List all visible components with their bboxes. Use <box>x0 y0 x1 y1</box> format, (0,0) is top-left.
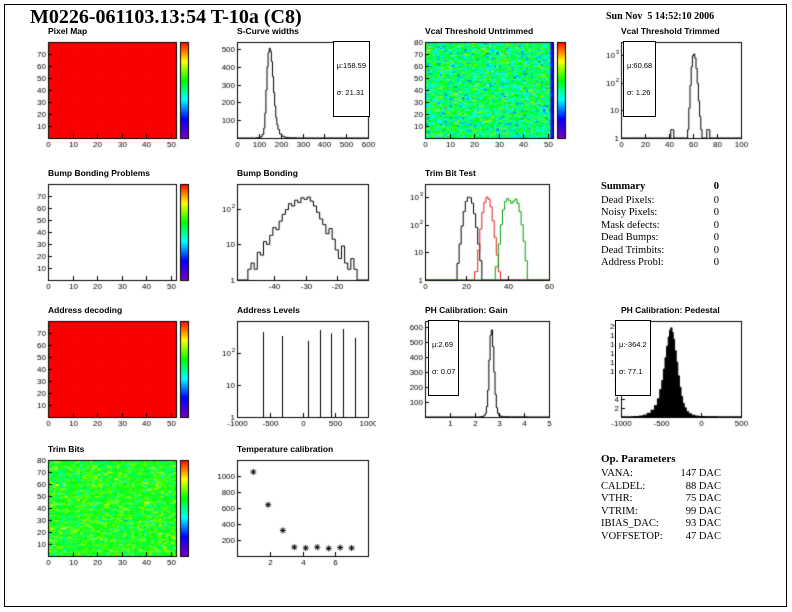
chart-title-address-decoding: Address decoding <box>48 305 123 315</box>
op-parameter-label: VANA: <box>601 468 633 479</box>
op-parameter-row: VOFFSETOP: 47 DAC <box>601 531 721 544</box>
summary-row-label: Dead Pixels: <box>601 194 655 206</box>
summary-row-value: 0 <box>713 244 719 256</box>
bump-bonding-problems-heatmap <box>28 179 196 297</box>
trim-bit-test-histogram <box>405 179 557 297</box>
op-parameters-panel: Op. Parameters VANA: 147 DAC CALDEL: 88 DA… <box>601 452 721 543</box>
stats-box-ph-pedestal: μ:-364.2 σ: 77.1 <box>615 320 651 396</box>
summary-title: Summary <box>601 181 646 192</box>
op-parameters-title: Op. Parameters <box>601 453 676 465</box>
panel-trim-bit-test: Trim Bit Test <box>405 168 557 297</box>
summary-row-value: 0 <box>713 257 719 268</box>
op-parameter-row: VTHR: 75 DAC <box>601 493 721 506</box>
summary-row: Dead Trimbits: 0 <box>601 245 719 258</box>
chart-title-vcal-untrimmed: Vcal Threshold Untrimmed <box>425 26 534 36</box>
summary-row-value: 0 <box>713 219 719 231</box>
stats-box-scurve: μ:158.59 σ: 21.31 <box>332 41 370 117</box>
summary-row: Address Probl: 0 <box>601 257 719 270</box>
stats-sigma: σ: 21.31 <box>336 88 365 97</box>
summary-row-value: 0 <box>713 194 719 206</box>
panel-scurve-widths: S-Curve widths μ:158.59 σ: 21.31 <box>213 26 376 155</box>
summary-panel: Summary 0 Dead Pixels: 0 Noisy Pixels: 0 M… <box>601 181 719 270</box>
chart-title-trim-bits: Trim Bits <box>48 444 85 454</box>
op-parameter-label: CALDEL: <box>601 480 646 492</box>
op-parameter-row: VTRIM: 99 DAC <box>601 506 721 519</box>
stats-mu: μ:158.59 <box>336 61 366 70</box>
chart-title-pixel-map: Pixel Map <box>48 26 88 36</box>
summary-row-value: 0 <box>713 232 719 243</box>
pixel-map-heatmap <box>28 37 196 155</box>
vcal-trimmed-histogram <box>597 37 749 155</box>
summary-row: Dead Pixels: 0 <box>601 195 719 208</box>
stats-sigma: σ: 0.07 <box>432 367 456 376</box>
panel-address-levels: Address Levels <box>213 305 376 434</box>
vcal-untrimmed-heatmap <box>405 37 573 155</box>
panel-vcal-trimmed: Vcal Threshold Trimmed μ:60.68 σ: 1.26 <box>597 26 749 155</box>
chart-title-trim-bit-test: Trim Bit Test <box>425 168 476 178</box>
stats-box-vcal-trimmed: μ:60.68 σ: 1.26 <box>623 41 657 117</box>
summary-row: Noisy Pixels: 0 <box>601 207 719 220</box>
address-levels-histogram <box>213 316 376 434</box>
trim-bits-heatmap <box>28 455 196 573</box>
chart-title-ph-pedestal: PH Calibration: Pedestal <box>621 305 720 315</box>
stats-mu: μ:2.69 <box>432 340 454 349</box>
bump-bonding-histogram <box>213 179 376 297</box>
panel-ph-pedestal: PH Calibration: Pedestal μ:-364.2 σ: 77.… <box>597 305 749 434</box>
summary-row-label: Noisy Pixels: <box>601 207 658 218</box>
panel-trim-bits: Trim Bits <box>28 444 196 573</box>
chart-title-vcal-trimmed: Vcal Threshold Trimmed <box>621 26 720 36</box>
chart-title-temperature: Temperature calibration <box>237 444 334 454</box>
chart-title-address-levels: Address Levels <box>237 305 300 315</box>
summary-row-label: Mask defects: <box>601 219 660 231</box>
panel-ph-gain: PH Calibration: Gain μ:2.69 σ: 0.07 <box>405 305 557 434</box>
op-parameter-value: 93 DAC <box>685 518 721 529</box>
address-decoding-heatmap <box>28 316 196 434</box>
op-parameter-value: 47 DAC <box>685 530 721 542</box>
page-title: M0226-061103.13:54 T-10a (C8) <box>30 6 302 28</box>
canvas-border <box>4 4 787 607</box>
panel-pixel-map: Pixel Map <box>28 26 196 155</box>
chart-title-bump-problems: Bump Bonding Problems <box>48 168 150 178</box>
panel-address-decoding: Address decoding <box>28 305 196 434</box>
stats-mu: μ:60.68 <box>627 61 653 70</box>
panel-bump-bonding: Bump Bonding <box>213 168 376 297</box>
op-parameter-label: VTRIM: <box>601 505 638 517</box>
chart-title-scurve: S-Curve widths <box>237 26 299 36</box>
op-parameter-value: 75 DAC <box>685 493 721 504</box>
op-parameter-row: CALDEL: 88 DAC <box>601 481 721 494</box>
op-parameter-label: IBIAS_DAC: <box>601 518 659 529</box>
stats-sigma: σ: 1.26 <box>627 88 651 97</box>
panel-vcal-untrimmed: Vcal Threshold Untrimmed <box>405 26 573 155</box>
stats-box-ph-gain: μ:2.69 σ: 0.07 <box>428 320 460 396</box>
op-parameter-value: 147 DAC <box>680 468 721 479</box>
summary-header: Summary 0 <box>601 181 719 194</box>
summary-row: Mask defects: 0 <box>601 220 719 233</box>
summary-row-value: 0 <box>713 207 719 218</box>
op-parameter-row: VANA: 147 DAC <box>601 468 721 481</box>
summary-row-label: Dead Bumps: <box>601 232 659 243</box>
op-parameter-value: 88 DAC <box>685 480 721 492</box>
stats-mu: μ:-364.2 <box>619 340 647 349</box>
summary-total: 0 <box>713 181 719 192</box>
summary-row: Dead Bumps: 0 <box>601 232 719 245</box>
summary-row-label: Dead Trimbits: <box>601 244 665 256</box>
timestamp: Sun Nov 5 14:52:10 2006 <box>606 11 715 22</box>
op-parameter-row: IBIAS_DAC: 93 DAC <box>601 518 721 531</box>
op-parameter-label: VOFFSETOP: <box>601 530 663 542</box>
op-parameter-value: 99 DAC <box>685 505 721 517</box>
temperature-calibration-scatter <box>213 455 376 573</box>
panel-bump-bonding-problems: Bump Bonding Problems <box>28 168 196 297</box>
summary-row-label: Address Probl: <box>601 257 664 268</box>
op-parameter-label: VTHR: <box>601 493 633 504</box>
chart-title-bump-bonding: Bump Bonding <box>237 168 298 178</box>
panel-temperature-calibration: Temperature calibration <box>213 444 376 573</box>
chart-title-ph-gain: PH Calibration: Gain <box>425 305 508 315</box>
stats-sigma: σ: 77.1 <box>619 367 643 376</box>
